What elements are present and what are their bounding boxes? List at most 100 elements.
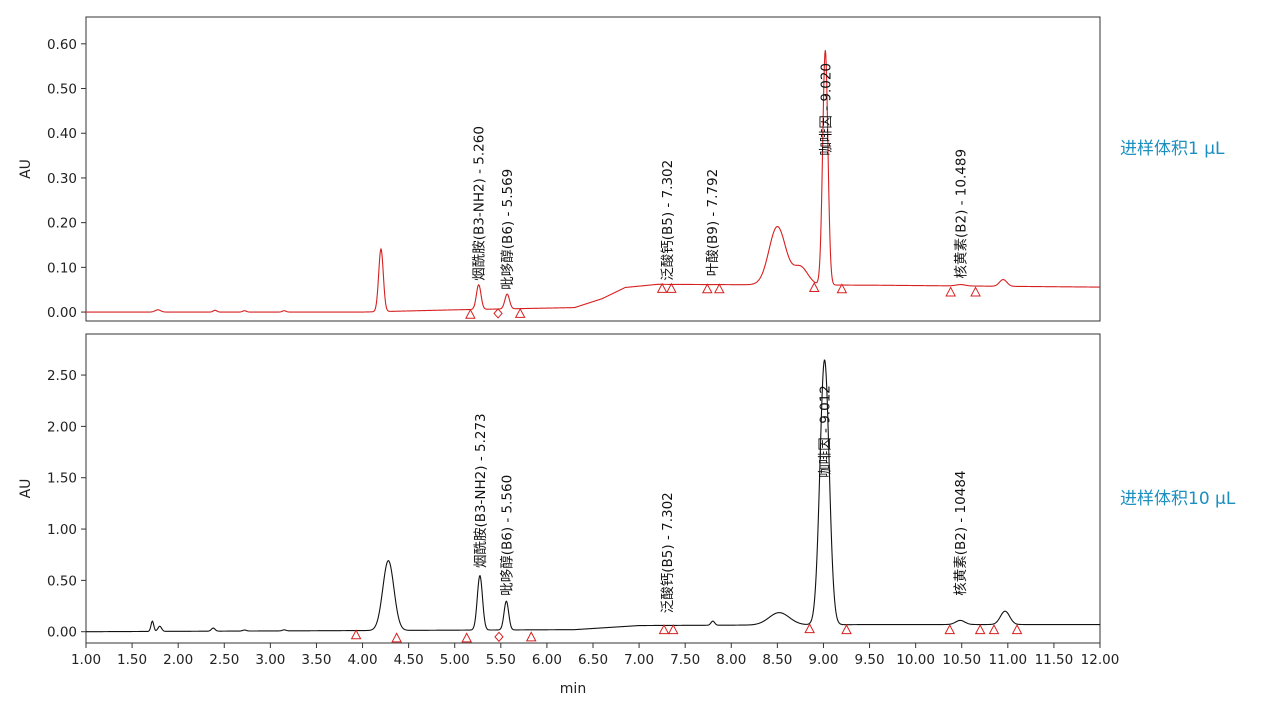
x-tick: 4.50 — [394, 643, 424, 668]
top-plot-frame — [85, 16, 1101, 322]
x-tick: 8.00 — [716, 643, 746, 668]
x-tick: 6.50 — [578, 643, 608, 668]
x-tick: 7.00 — [624, 643, 654, 668]
bottom-peak-label: 核黄素(B2) - 10484 — [953, 470, 969, 595]
bottom-y-tick-label: 2.00 — [47, 419, 77, 435]
bottom-y-tick-label: 0.50 — [47, 573, 77, 589]
x-tick: 11.00 — [988, 643, 1027, 668]
bottom-y-tick: 1.50 — [47, 471, 86, 487]
x-tick-label: 4.00 — [348, 652, 378, 668]
bottom-y-tick-label: 1.50 — [47, 471, 77, 487]
top-panel: 0.00 0.10 0.20 0.30 0.40 0.50 0.60 AU 烟酰胺(B3-NH2… — [18, 16, 1101, 322]
bottom-y-axis-title: AU — [18, 479, 34, 499]
bottom-y-tick: 2.00 — [47, 419, 86, 435]
bottom-integration-marker — [525, 631, 537, 642]
x-tick-label: 9.00 — [808, 652, 838, 668]
top-integration-marker — [701, 283, 713, 294]
x-tick: 10.00 — [896, 643, 935, 668]
bottom-peak-label: 吡哆醇(B6) - 5.560 — [498, 475, 515, 596]
x-tick-label: 12.00 — [1081, 652, 1120, 668]
top-y-tick-label: 0.00 — [47, 305, 77, 321]
top-integration-marker — [808, 281, 820, 292]
bottom-y-tick-label: 0.00 — [47, 625, 77, 641]
top-peak-label: 咖啡因 - 9.020 — [818, 63, 834, 156]
x-axis-title: min — [560, 681, 586, 697]
x-tick: 8.50 — [762, 643, 792, 668]
top-integration-marker — [713, 283, 725, 294]
x-tick-label: 6.50 — [578, 652, 608, 668]
top-y-tick-label: 0.50 — [47, 82, 77, 98]
x-tick-label: 1.50 — [117, 652, 147, 668]
top-y-tick: 0.10 — [47, 260, 86, 276]
bottom-integration-marker — [804, 623, 815, 634]
x-tick: 11.50 — [1035, 643, 1074, 668]
top-integration-marker — [493, 308, 503, 319]
top-panel-caption: 进样体积1 µL — [1120, 139, 1225, 159]
x-tick-label: 7.00 — [624, 652, 654, 668]
x-tick: 2.50 — [209, 643, 239, 668]
top-integration-marker — [945, 286, 956, 297]
x-tick-label: 10.50 — [942, 652, 981, 668]
top-peak-label: 烟酰胺(B3-NH2) - 5.260 — [472, 126, 488, 281]
top-peak-label: 核黄素(B2) - 10.489 — [954, 149, 970, 279]
bottom-y-tick: 0.00 — [47, 625, 86, 641]
top-y-tick: 0.20 — [47, 216, 86, 232]
x-tick-label: 1.00 — [71, 652, 101, 668]
bottom-peak-label: 泛酸钙(B5) - 7.302 — [660, 492, 676, 613]
bottom-peak-label: 咖啡因 - 9.012 — [818, 385, 834, 478]
top-integration-marker — [514, 307, 526, 318]
x-tick-label: 11.50 — [1035, 652, 1074, 668]
top-chromatogram-trace — [86, 50, 1100, 313]
top-y-tick-label: 0.30 — [47, 171, 77, 187]
x-tick-label: 5.00 — [440, 652, 470, 668]
bottom-y-tick-label: 1.00 — [47, 522, 77, 538]
bottom-integration-marker — [841, 624, 852, 635]
x-tick: 4.00 — [348, 643, 378, 668]
bottom-integration-marker — [350, 629, 362, 640]
bottom-integration-marker — [974, 624, 986, 635]
top-y-tick-label: 0.10 — [47, 260, 77, 276]
bottom-integration-marker — [461, 632, 473, 643]
top-y-tick: 0.40 — [47, 126, 86, 142]
top-peak-label: 吡哆醇(B6) - 5.569 — [499, 169, 516, 290]
bottom-y-tick-label: 2.50 — [47, 368, 77, 384]
bottom-panel-caption: 进样体积10 µL — [1120, 489, 1236, 509]
x-tick-label: 2.00 — [163, 652, 193, 668]
bottom-integration-marker — [1011, 624, 1023, 635]
x-tick-label: 3.00 — [255, 652, 285, 668]
x-tick: 5.50 — [486, 643, 516, 668]
x-tick: 6.00 — [532, 643, 562, 668]
x-tick-label: 11.00 — [988, 652, 1027, 668]
x-tick-label: 8.00 — [716, 652, 746, 668]
x-tick: 10.50 — [942, 643, 981, 668]
bottom-integration-marker — [391, 632, 402, 643]
x-tick: 1.00 — [71, 643, 101, 668]
bottom-integration-marker — [494, 631, 504, 643]
bottom-y-tick: 2.50 — [47, 368, 86, 384]
bottom-plot-frame — [85, 333, 1101, 644]
top-y-tick-label: 0.60 — [47, 37, 77, 53]
top-peak-label: 叶酸(B9) - 7.792 — [705, 169, 721, 277]
x-tick-label: 3.50 — [301, 652, 331, 668]
bottom-integration-marker — [944, 624, 956, 635]
x-axis: 1.00 1.50 2.00 2.50 3.00 3.50 4.00 4.50 5.00 5.50… — [71, 643, 1119, 697]
bottom-panel: 0.00 0.50 1.00 1.50 2.00 2.50 AU 烟酰胺(B3-NH2) - … — [18, 333, 1101, 644]
bottom-integration-marker — [988, 624, 1000, 635]
x-tick-label: 9.50 — [855, 652, 885, 668]
top-integration-marker — [970, 286, 981, 297]
top-y-tick: 0.30 — [47, 171, 86, 187]
x-tick: 3.00 — [255, 643, 285, 668]
x-tick: 12.00 — [1081, 643, 1120, 668]
x-tick-label: 4.50 — [394, 652, 424, 668]
x-tick-label: 8.50 — [762, 652, 792, 668]
x-tick: 9.50 — [855, 643, 885, 668]
x-tick: 3.50 — [301, 643, 331, 668]
top-y-tick: 0.00 — [47, 305, 86, 321]
top-integration-marker — [836, 283, 848, 294]
bottom-y-tick: 0.50 — [47, 573, 86, 589]
x-tick-label: 2.50 — [209, 652, 239, 668]
top-integration-marker — [666, 282, 677, 293]
x-tick: 5.00 — [440, 643, 470, 668]
bottom-integration-marker — [667, 624, 679, 635]
